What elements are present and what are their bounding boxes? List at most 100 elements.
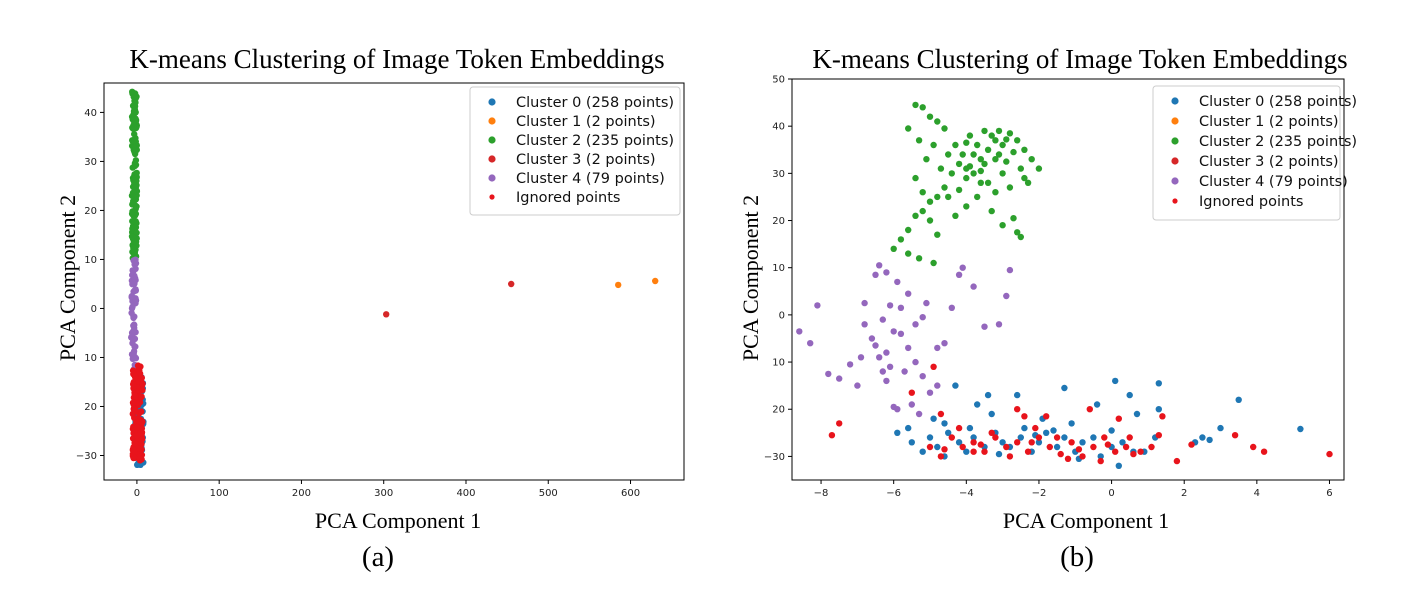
data-point [981, 127, 988, 135]
data-point [1003, 443, 1010, 451]
x-tick-label: 0 [134, 488, 140, 499]
data-point [1097, 453, 1104, 460]
data-point [1068, 420, 1075, 427]
data-point [952, 212, 959, 219]
data-point [1035, 165, 1043, 172]
data-point [894, 406, 901, 413]
data-point [948, 170, 955, 177]
data-point [934, 344, 941, 352]
legend-label: Cluster 4 (79 points) [1199, 174, 1348, 190]
chart-panel-a: K-means Clustering of Image Token Embedd… [55, 44, 685, 573]
data-point [836, 420, 843, 427]
data-point [988, 207, 995, 215]
data-point [1024, 448, 1032, 455]
y-tick-label: 10 [84, 255, 97, 266]
data-point [945, 193, 952, 201]
data-point [1122, 443, 1130, 451]
data-point [828, 432, 836, 439]
data-point [1024, 179, 1032, 186]
data-point [999, 439, 1006, 446]
data-point [988, 429, 995, 436]
data-point [1014, 229, 1021, 236]
data-point [807, 340, 814, 347]
data-point [959, 443, 966, 451]
data-point [1159, 413, 1166, 420]
data-point [1188, 441, 1195, 448]
data-point [1101, 434, 1108, 441]
data-point [131, 392, 139, 400]
data-point [995, 321, 1003, 328]
y-tick-label: 40 [84, 108, 97, 119]
data-point [868, 335, 876, 342]
data-point [1043, 413, 1050, 420]
data-point [1112, 377, 1119, 385]
x-tick-label: 300 [374, 488, 393, 499]
data-point [1079, 453, 1086, 460]
data-point [130, 177, 137, 184]
data-point [130, 108, 138, 115]
x-tick-label: 200 [292, 488, 311, 499]
data-point [133, 423, 141, 431]
plot-frame-a [103, 82, 685, 481]
data-point [919, 104, 926, 111]
data-point [1104, 441, 1112, 448]
data-point [995, 450, 1003, 458]
data-point [941, 184, 948, 191]
y-tick-label: 50 [772, 75, 785, 86]
data-point [1061, 434, 1068, 441]
data-point [1155, 432, 1163, 439]
data-point [136, 367, 143, 374]
data-point [1115, 415, 1123, 422]
x-tick-label: 0 [1108, 488, 1114, 499]
data-point [1260, 448, 1268, 455]
x-tick-label: 100 [210, 488, 229, 499]
data-point [981, 448, 988, 455]
data-point [934, 193, 941, 201]
data-point [1003, 158, 1010, 165]
data-point [1046, 443, 1054, 451]
data-point [905, 125, 912, 132]
data-point [132, 407, 139, 414]
data-point [139, 380, 146, 387]
data-point [886, 363, 894, 370]
data-point [966, 424, 974, 432]
data-point [129, 336, 137, 343]
data-point [1003, 136, 1010, 143]
data-point [131, 181, 138, 189]
data-point [919, 314, 926, 321]
data-point [133, 229, 140, 236]
data-point [905, 424, 912, 432]
data-point [133, 169, 140, 177]
data-point [133, 203, 140, 210]
data-point [1006, 130, 1014, 137]
data-point [1032, 424, 1039, 432]
data-point [131, 212, 139, 219]
data-point [937, 165, 945, 172]
data-point [974, 141, 981, 149]
data-point [955, 271, 963, 278]
data-point [128, 192, 136, 199]
data-point [926, 217, 934, 224]
data-point [138, 437, 145, 444]
data-point [861, 321, 868, 328]
x-tick-label: 4 [1254, 488, 1260, 499]
data-point [941, 420, 948, 427]
data-point [131, 135, 139, 143]
data-point [959, 264, 966, 271]
data-point [132, 286, 139, 293]
data-point [915, 255, 923, 262]
data-point [1003, 292, 1010, 300]
data-point [883, 269, 890, 276]
data-point [129, 452, 137, 460]
data-point [1148, 443, 1155, 451]
data-point [945, 151, 952, 158]
data-point [136, 399, 143, 406]
data-point [999, 222, 1006, 229]
data-point [128, 292, 135, 300]
data-point [383, 311, 390, 318]
data-point [1126, 391, 1133, 399]
data-point [131, 439, 138, 447]
data-point [1199, 434, 1206, 441]
legend-marker [489, 194, 495, 200]
y-tick-label: 30 [772, 169, 785, 180]
